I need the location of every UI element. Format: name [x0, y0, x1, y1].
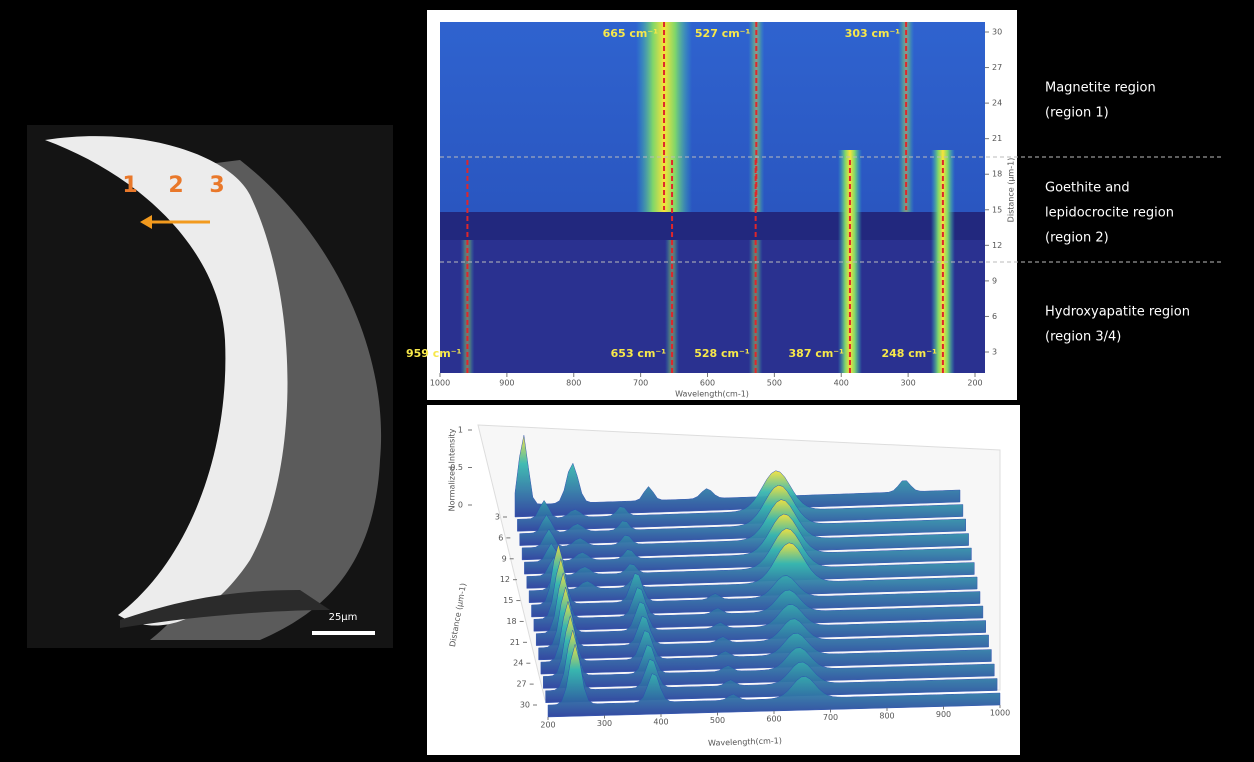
x-tick-label: 1000	[990, 709, 1010, 718]
marker: 3	[209, 173, 224, 198]
peak-label: 303 cm⁻¹	[845, 27, 901, 40]
sem-image	[27, 125, 393, 648]
x-tick-label: 1000	[430, 379, 450, 388]
x-tick-label: 400	[834, 379, 849, 388]
y-tick-label: 18	[506, 617, 516, 626]
x-tick-label: 800	[566, 379, 581, 388]
peak-label: 528 cm⁻¹	[694, 347, 750, 360]
z-tick-label: 1	[458, 426, 463, 435]
y-tick-label: 27	[992, 63, 1002, 72]
region-label: Hydroxyapatite region	[1045, 305, 1190, 320]
x-tick-label: 800	[879, 712, 894, 721]
y-tick-label: 12	[992, 241, 1002, 250]
x-tick-label: 500	[710, 716, 725, 725]
region-label: Magnetite region	[1045, 81, 1156, 96]
x-tick-label: 600	[766, 715, 781, 724]
x-tick-label: 400	[653, 718, 668, 727]
y-tick-label: 3	[495, 513, 500, 522]
z-tick-label: 0	[458, 501, 463, 510]
x-tick-label: 200	[540, 721, 555, 730]
y-tick-label: 24	[992, 99, 1002, 108]
x-tick-label: 700	[823, 713, 838, 722]
y-tick-label: 30	[992, 28, 1002, 37]
y-tick-label: 3	[992, 348, 997, 357]
y-tick-label: 6	[992, 312, 997, 321]
marker: 2	[168, 173, 183, 198]
x-tick-label: 700	[633, 379, 648, 388]
x-tick-label: 300	[597, 719, 612, 728]
y-tick-label: 15	[992, 205, 1002, 214]
region-label: (region 1)	[1045, 106, 1109, 121]
region-label: Goethite and	[1045, 181, 1130, 196]
y-tick-label: 6	[498, 533, 503, 542]
peak-label: 527 cm⁻¹	[695, 27, 751, 40]
y-tick-label: 15	[503, 596, 513, 605]
peak-label: 387 cm⁻¹	[789, 347, 845, 360]
y-tick-label: 24	[513, 659, 523, 668]
x-tick-label: 500	[767, 379, 782, 388]
x-tick-label: 900	[499, 379, 514, 388]
x-tick-label: 600	[700, 379, 715, 388]
surface-plot	[478, 425, 1000, 717]
x-axis-label: Wavelength(cm-1)	[675, 390, 749, 399]
y-tick-label: 9	[502, 554, 507, 563]
y-tick-label: 9	[992, 276, 997, 285]
x-tick-label: 900	[936, 710, 951, 719]
y-tick-label: 21	[992, 134, 1002, 143]
y-tick-label: 18	[992, 170, 1002, 179]
peak-label: 248 cm⁻¹	[881, 347, 937, 360]
y-tick-label: 21	[510, 638, 520, 647]
region-label: (region 2)	[1045, 231, 1109, 246]
scale-bar-label: 25μm	[329, 612, 358, 623]
region-label: lepidocrocite region	[1045, 206, 1174, 221]
region-label: (region 3/4)	[1045, 330, 1121, 345]
x-tick-label: 300	[900, 379, 915, 388]
peak-label: 959 cm⁻¹	[406, 347, 462, 360]
heatmap	[440, 22, 985, 373]
y-tick-label: 12	[500, 575, 510, 584]
y-tick-label: 30	[520, 701, 530, 710]
y-tick-label: 27	[516, 680, 526, 689]
peak-label: 653 cm⁻¹	[611, 347, 667, 360]
figure: 1 2 3 25μm 665 cm⁻¹ 527 cm⁻¹ 303 cm⁻¹ 959 c…	[0, 0, 1254, 762]
x-tick-label: 200	[967, 379, 982, 388]
y-axis-label: Distance (μm-1)	[1007, 158, 1016, 223]
peak-label: 665 cm⁻¹	[603, 27, 659, 40]
z-axis-label: Normalized Intensity	[448, 428, 457, 511]
marker: 1	[122, 173, 137, 198]
